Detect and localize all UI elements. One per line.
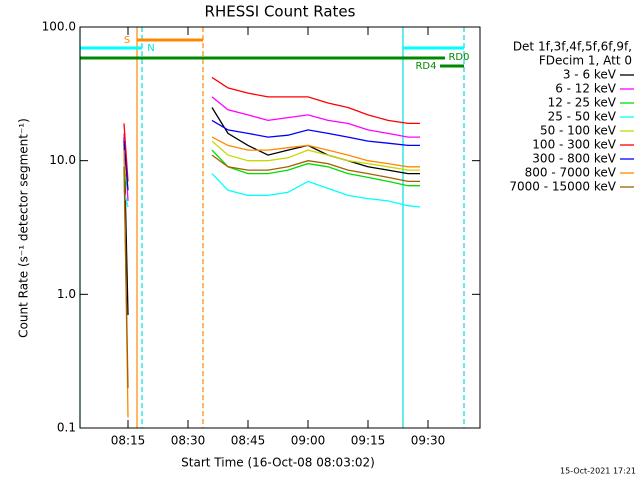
legend-label: 50 - 100 keV xyxy=(540,124,617,138)
annotation: N xyxy=(147,43,154,54)
y-tick-label: 1.0 xyxy=(57,287,76,301)
y-tick-label: 10.0 xyxy=(49,153,76,167)
legend-label: 12 - 25 keV xyxy=(548,96,617,110)
y-tick-label: 100.0 xyxy=(42,20,76,34)
x-tick-label: 09:15 xyxy=(351,434,386,448)
x-tick-label: 09:30 xyxy=(411,434,446,448)
x-tick-label: 09:00 xyxy=(291,434,326,448)
annotation-lines xyxy=(79,27,465,428)
x-axis-label: Start Time (16-Oct-08 08:03:02) xyxy=(181,456,375,470)
legend-label: 25 - 50 keV xyxy=(548,110,617,124)
legend-label: 800 - 7000 keV xyxy=(525,166,617,180)
annotation: RD0 xyxy=(448,52,469,63)
legend-label: 6 - 12 keV xyxy=(555,82,617,96)
legend-label: 3 - 6 keV xyxy=(563,68,617,82)
x-tick-label: 08:45 xyxy=(231,434,266,448)
legend-label: 300 - 800 keV xyxy=(532,152,616,166)
y-axis-label: Count Rate (s⁻¹ detector segment⁻¹) xyxy=(17,118,31,338)
plot-frame xyxy=(79,26,481,429)
annotation: RD4 xyxy=(415,61,436,72)
legend-label: 100 - 300 keV xyxy=(532,138,616,152)
series-line xyxy=(123,119,420,191)
x-tick-label: 08:30 xyxy=(171,434,206,448)
chart-title: RHESSI Count Rates xyxy=(205,3,356,21)
series-line xyxy=(123,76,420,182)
legend-label: 7000 - 15000 keV xyxy=(509,180,616,194)
legend-header: Det 1f,3f,4f,5f,6f,9f, xyxy=(513,40,632,54)
legend-header: FDecim 1, Att 0 xyxy=(539,54,632,68)
series-line xyxy=(123,154,420,388)
annotation: S xyxy=(124,35,130,46)
footer: 15-Oct-2021 17:21 xyxy=(560,467,636,476)
y-tick-label: 0.1 xyxy=(57,421,76,435)
x-tick-label: 08:15 xyxy=(111,434,146,448)
